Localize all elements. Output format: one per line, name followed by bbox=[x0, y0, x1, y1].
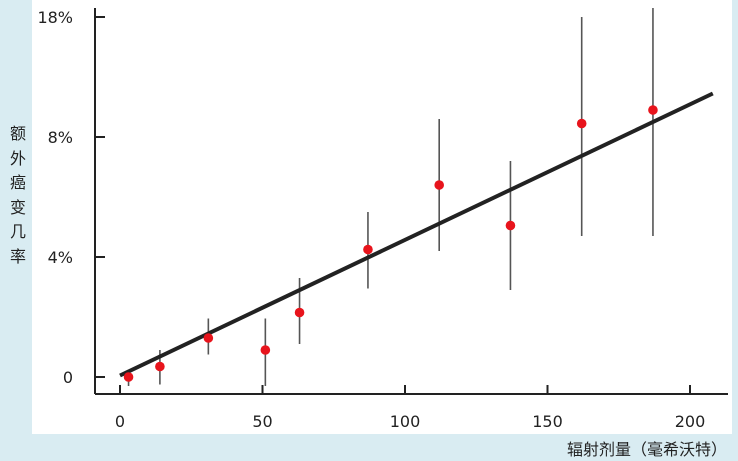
x-tick-label: 200 bbox=[675, 412, 706, 431]
data-point bbox=[648, 105, 658, 115]
y-tick-label: 8% bbox=[48, 128, 73, 147]
data-point bbox=[294, 307, 305, 318]
data-point bbox=[576, 118, 587, 129]
y-tick-label: 0 bbox=[63, 368, 73, 387]
x-tick-label: 100 bbox=[390, 412, 421, 431]
data-point bbox=[260, 345, 271, 355]
fit-line bbox=[119, 91, 714, 378]
x-tick-label: 0 bbox=[115, 412, 125, 431]
y-tick-label: 18% bbox=[37, 8, 73, 27]
data-point bbox=[363, 244, 373, 255]
data-point bbox=[505, 220, 516, 231]
data-point bbox=[434, 180, 445, 190]
x-axis-label: 辐射剂量（毫希沃特） bbox=[567, 440, 728, 459]
data-point bbox=[123, 372, 134, 382]
data-point bbox=[203, 333, 214, 343]
data-point bbox=[155, 361, 165, 372]
y-axis-label: 额外癌变几率 bbox=[9, 124, 26, 266]
x-tick-label: 50 bbox=[252, 412, 272, 431]
y-tick-label: 4% bbox=[48, 248, 73, 267]
x-tick-label: 150 bbox=[532, 412, 563, 431]
